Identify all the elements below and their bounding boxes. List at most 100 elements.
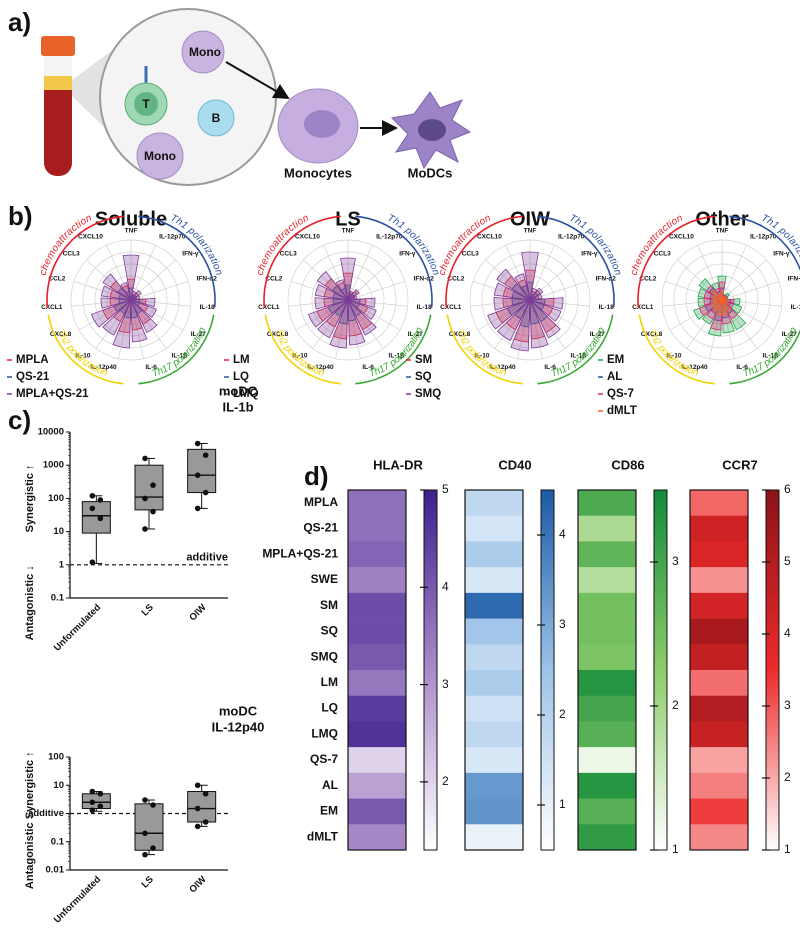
y-tick-label: 10 <box>53 526 64 537</box>
category-label: IL-18 <box>200 304 216 311</box>
colorbar-tick-label: 6 <box>784 482 791 496</box>
heat-cell <box>690 644 748 671</box>
legend-label: dMLT <box>607 405 637 417</box>
spoke <box>505 245 531 301</box>
spoke <box>95 299 132 349</box>
category-label: IL-18 <box>417 304 433 311</box>
tube-top <box>44 52 72 78</box>
rose-wedge <box>493 282 531 301</box>
row-label: LQ <box>321 701 338 715</box>
mono-cell <box>181 30 225 74</box>
rose-wedge <box>721 299 732 312</box>
legend-label: LMQ <box>233 388 259 400</box>
category-label: CXCL8 <box>50 331 72 338</box>
category-label: CXCL10 <box>295 234 320 241</box>
cell-label: B <box>212 111 221 125</box>
x-tick-label: Unformulated <box>52 602 104 654</box>
category-label: CXCL1 <box>258 304 280 311</box>
heat-cell <box>578 541 636 568</box>
category-label: CXCL10 <box>78 234 103 241</box>
category-label: CXCL8 <box>449 331 471 338</box>
colorbar-tick-label: 1 <box>559 797 566 811</box>
point <box>89 492 96 499</box>
category-label: IL-6 <box>362 364 374 371</box>
spoke <box>106 245 132 301</box>
heat-cell <box>465 695 523 722</box>
group-label-text: Th2 polarization <box>646 328 701 379</box>
row-label: MPLA+QS-21 <box>262 546 338 560</box>
group-label: Th1 polarization <box>385 213 441 277</box>
spoke <box>529 299 566 349</box>
colorbar-tick-label: 3 <box>672 554 679 568</box>
group-label: Th2 polarization <box>55 328 110 379</box>
rose-wedge <box>510 299 531 352</box>
group-arc <box>355 314 432 385</box>
heat-cell <box>690 798 748 825</box>
rose-wedge <box>721 299 747 331</box>
colorbar-tick-label: 4 <box>442 579 449 593</box>
spoke <box>529 299 543 359</box>
group-label-text: Th1 polarization <box>168 213 224 277</box>
point <box>150 508 156 515</box>
rose-wedge <box>529 299 562 322</box>
group-label-text: chemoattraction <box>437 213 493 277</box>
heat-cell <box>690 567 748 594</box>
spoke <box>721 245 747 301</box>
spoke <box>347 299 361 359</box>
group-label-text: Th1 polarization <box>567 213 623 277</box>
y-tick-label: 100 <box>48 752 64 763</box>
colorbar-tick-label: 3 <box>559 617 566 631</box>
legend-label: LQ <box>233 371 249 383</box>
rose-wedge <box>130 299 158 333</box>
cell-label: T <box>142 97 150 111</box>
point <box>194 782 201 789</box>
heat-cell <box>465 798 523 825</box>
heat-cell <box>578 515 636 542</box>
diagram-label: MoDCs <box>408 165 453 180</box>
category-label: IL-27 <box>590 331 606 338</box>
group-arc <box>138 314 215 385</box>
row-label: dMLT <box>307 829 339 843</box>
rose-wedge <box>120 282 132 301</box>
heat-frame <box>464 489 524 851</box>
row-label: QS-21 <box>303 521 338 535</box>
rose-wedge <box>497 299 531 342</box>
row-label: SM <box>320 598 338 612</box>
box <box>134 803 164 851</box>
column-title: CD86 <box>611 457 644 472</box>
heat-cell <box>348 695 406 722</box>
rose-wedge <box>122 254 140 301</box>
group-label: chemoattraction <box>255 213 311 277</box>
category-label: IFN-α2 <box>788 275 800 282</box>
spoke <box>721 259 767 301</box>
point <box>89 807 96 814</box>
spoke <box>335 299 349 359</box>
heat-cell <box>690 721 748 748</box>
spoke <box>697 245 723 301</box>
category-label: IFN-α2 <box>414 275 435 282</box>
point <box>194 823 201 830</box>
category-label: CXCL10 <box>477 234 502 241</box>
category-label: CCL3 <box>654 251 671 258</box>
heat-cell <box>690 541 748 568</box>
point <box>202 790 209 797</box>
spoke <box>347 259 393 301</box>
heat-cell <box>348 644 406 671</box>
rose-wedge <box>102 299 132 336</box>
legend-label: MPLA+QS-21 <box>16 388 89 400</box>
box <box>187 448 217 494</box>
group-label: chemoattraction <box>437 213 493 277</box>
y-tick-label: 10000 <box>38 427 64 438</box>
rose-wedge <box>529 287 538 301</box>
spoke <box>529 245 555 301</box>
chart-subtitle: IL-1b <box>222 399 253 414</box>
y-tick-label: 1000 <box>43 460 64 471</box>
rose-wedge <box>718 293 723 301</box>
b-cell <box>197 99 235 137</box>
row-label: MPLA <box>304 495 338 509</box>
heat-cell <box>465 747 523 774</box>
group-label: Th2 polarization <box>646 328 701 379</box>
rose-wedge <box>130 297 156 308</box>
chart-title: LS <box>335 208 361 230</box>
point <box>202 452 209 459</box>
